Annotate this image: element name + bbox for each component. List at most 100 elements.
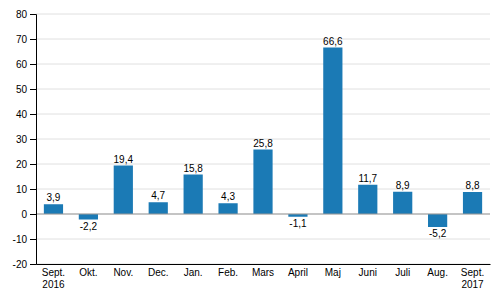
y-tick-label: 0 [21,209,27,220]
x-tick: April [288,267,308,278]
y-tick-mark [30,239,36,240]
y-tick: 30 [16,134,36,145]
bars [44,48,482,228]
grid-line [36,239,490,240]
data-label: 8,8 [466,180,480,191]
x-tick: Okt. [79,267,97,278]
x-tick: Maj [325,267,341,278]
y-tick: 40 [16,109,36,120]
y-tick-mark [30,114,36,115]
x-tick: Mars [252,267,274,278]
zero-line [36,214,490,215]
y-tick-label: 10 [16,184,28,195]
data-label: -5,2 [429,228,447,239]
bar [79,214,98,220]
x-tick-label: Sept.2016 [42,267,65,290]
y-tick-mark [30,214,36,215]
y-tick-label: 30 [16,134,28,145]
bar [184,175,203,215]
grid [36,14,490,264]
y-tick-label: 20 [16,159,28,170]
y-tick-label: 40 [16,109,28,120]
y-tick: -20 [13,259,36,270]
x-tick-label: Jan. [184,267,203,278]
x-tick-label: Maj [325,267,341,278]
y-tick-mark [30,139,36,140]
data-label: 15,8 [183,163,203,174]
data-label: -1,1 [289,218,307,229]
data-label: 8,9 [396,180,410,191]
y-tick-label: -20 [13,259,28,270]
x-tick-label: Mars [252,267,274,278]
y-tick-mark [30,164,36,165]
grid-line [36,39,490,40]
y-tick: -10 [13,234,36,245]
x-axis-line [37,264,491,265]
x-tick-label: Juli [395,267,410,278]
x-tick-label: April [288,267,308,278]
y-tick: 70 [16,34,36,45]
bar [463,192,482,214]
x-tick: Juli [395,267,410,278]
y-tick-label: 70 [16,34,28,45]
y-tick-label: 50 [16,84,28,95]
data-label: 11,7 [358,173,377,184]
x-tick-label: Sept.2017 [461,267,484,290]
data-labels: 3,9 -2,2 19,4 4,7 15,8 4,3 25,8 -1,1 66,6 11,7 8,9… [47,36,480,240]
y-tick-mark [30,39,36,40]
grid-line [36,14,490,15]
grid-line [36,114,490,115]
bar [428,214,447,227]
y-tick: 20 [16,159,36,170]
plot: -20 -10 0 10 20 30 40 50 60 70 80 Sept.2016 Okt. Nov.… [13,9,491,290]
data-label: 19,4 [114,154,134,165]
x-tick-label: Aug. [427,267,448,278]
x-tick: Feb. [218,267,238,278]
grid-line [36,89,490,90]
y-tick-mark [30,189,36,190]
y-tick-label: 80 [16,9,28,20]
y-tick-mark [30,14,36,15]
bar [323,48,342,215]
x-tick-label: Nov. [113,267,133,278]
data-label: -2,2 [80,221,98,232]
data-label: 25,8 [253,138,273,149]
y-tick-label: -10 [13,234,28,245]
y-tick-label: 60 [16,59,28,70]
x-tick: Sept.2017 [461,267,484,290]
bar [358,185,377,214]
grid-line [36,264,490,265]
x-tick: Nov. [113,267,133,278]
y-tick-mark [30,89,36,90]
y-tick: 0 [21,209,36,220]
y-tick: 10 [16,184,36,195]
y-tick: 80 [16,9,36,20]
data-label: 4,3 [221,191,235,202]
x-tick: Jan. [184,267,203,278]
bar [218,203,237,214]
bar [149,202,168,214]
x-tick-label: Juni [359,267,377,278]
data-label: 4,7 [151,190,165,201]
y-tick: 50 [16,84,36,95]
data-label: 66,6 [323,36,343,47]
data-label: 3,9 [47,192,61,203]
chart: -20 -10 0 10 20 30 40 50 60 70 80 Sept.2016 Okt. Nov.… [0,0,500,300]
y-tick: 60 [16,59,36,70]
x-tick: Aug. [427,267,448,278]
y-tick-mark [30,264,36,265]
y-axis-line [30,15,37,265]
bar [253,150,272,215]
grid-line [36,214,490,215]
bar [114,166,133,215]
x-tick-label: Feb. [218,267,238,278]
x-tick-label: Okt. [79,267,97,278]
x-tick-label: Dec. [148,267,169,278]
x-tick: Sept.2016 [42,267,65,290]
x-tick: Dec. [148,267,169,278]
y-axis: -20 -10 0 10 20 30 40 50 60 70 80 [13,9,37,270]
bar [44,204,63,214]
y-tick-mark [30,64,36,65]
x-tick: Juni [359,267,377,278]
grid-line [36,64,490,65]
